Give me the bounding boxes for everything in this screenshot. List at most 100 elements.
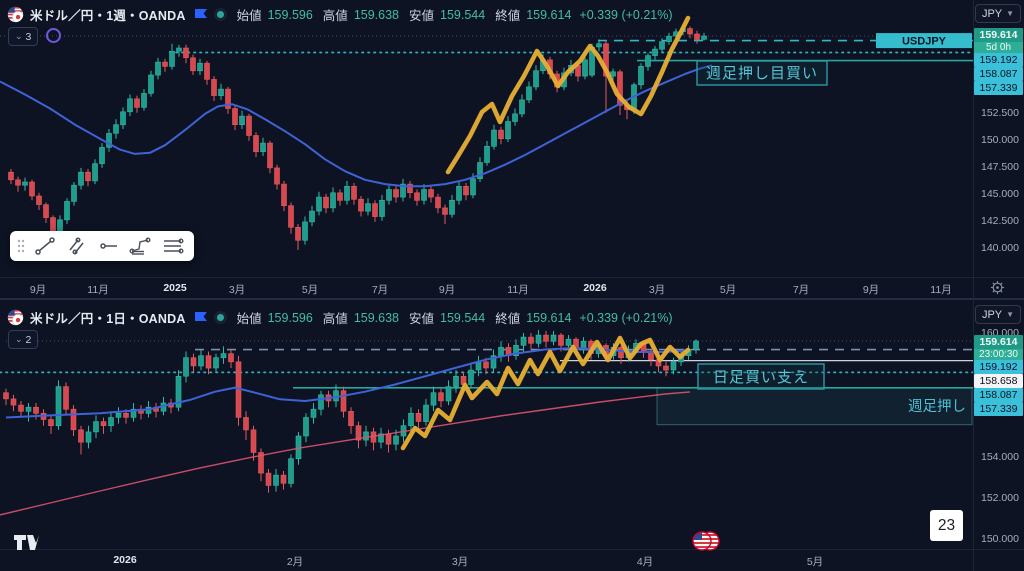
pane-divider[interactable] — [0, 298, 1024, 300]
currency-label: JPY — [981, 7, 1003, 20]
weekly-pullback-zone[interactable] — [656, 387, 973, 426]
price-tick: 145.000 — [981, 187, 1019, 200]
countdown-timer: 5d 0h — [974, 42, 1023, 54]
line-symbol-badge-text: USDJPY — [902, 36, 947, 48]
daily-indicators-collapse-button[interactable]: ⌄ 2 — [8, 330, 39, 349]
high-value: 159.638 — [353, 310, 399, 325]
weekly-pane-header: 米ドル／円・1週・OANDA 始値 159.596 高値 159.638 安値 … — [7, 5, 673, 24]
time-label: 3月 — [648, 284, 666, 296]
hand-drawn-trend-line[interactable] — [445, 15, 691, 175]
time-label: 9月 — [438, 284, 456, 296]
horizontal-ray-tool-icon[interactable] — [94, 233, 124, 259]
weekly-currency-dropdown[interactable]: JPY ▼ — [975, 4, 1021, 23]
short-term-ma-line[interactable] — [5, 347, 691, 419]
change-value: +0.339 (+0.21%) — [579, 310, 673, 325]
hand-drawn-trend-line[interactable] — [400, 335, 691, 451]
time-label: 7月 — [371, 284, 389, 296]
currency-label: JPY — [981, 308, 1003, 321]
price-tick: 147.500 — [981, 160, 1019, 173]
time-label: 2026 — [583, 282, 607, 294]
time-label: 5月 — [806, 556, 824, 568]
market-status-icon[interactable] — [213, 311, 227, 324]
time-label: 2026 — [113, 554, 137, 566]
price-tick: 140.000 — [981, 241, 1019, 254]
candle-series — [8, 25, 707, 250]
daily-pane-header: 米ドル／円・1日・OANDA 始値 159.596 高値 159.638 安値 … — [7, 308, 673, 327]
close-label: 終値 — [495, 9, 521, 23]
axis-separator — [973, 0, 974, 571]
usdjpy-pair-icon — [7, 309, 24, 326]
daily-chart-canvas[interactable]: 週足押し 日足買い支え — [0, 301, 973, 549]
short-term-ma-line[interactable] — [0, 64, 713, 188]
parallel-channel-tool-icon[interactable] — [158, 233, 188, 259]
blue-flag-icon[interactable] — [194, 311, 208, 324]
pane-title: 米ドル／円・1週・OANDA — [30, 9, 186, 23]
indicator-count: 3 — [25, 30, 32, 43]
time-label: 3月 — [451, 556, 469, 568]
calendar-day-value: 23 — [937, 516, 956, 534]
price-badge-157.339: 157.339 — [974, 402, 1023, 416]
price-badge-158.658: 158.658 — [974, 374, 1023, 388]
time-label: 4月 — [636, 556, 654, 568]
price-badge-157.339: 157.339 — [974, 81, 1023, 95]
price-badge-159.614: 159.614 5d 0h — [974, 28, 1023, 54]
countdown-timer: 23:00:30 — [974, 349, 1023, 361]
high-value: 159.638 — [353, 7, 399, 22]
high-label: 高値 — [322, 312, 348, 326]
time-label: 5月 — [301, 284, 319, 296]
annotation-callout-box[interactable] — [696, 60, 828, 86]
annotation-callout-box[interactable] — [697, 363, 825, 390]
annotation-weekly-pullback: 週足押し — [908, 398, 966, 415]
price-tick: 152.000 — [981, 491, 1019, 504]
annotation-callout-text: 日足買い支え — [713, 369, 809, 386]
usdjpy-pair-icon — [7, 6, 24, 23]
calendar-day-marker[interactable]: 23 — [930, 510, 963, 541]
market-status-icon[interactable] — [213, 8, 227, 21]
gear-icon[interactable] — [990, 280, 1005, 300]
close-value: 159.614 — [526, 310, 572, 325]
annotation-callout-text: 週足押し目買い — [706, 65, 818, 82]
price-tick: 142.500 — [981, 214, 1019, 227]
pane-title: 米ドル／円・1日・OANDA — [30, 312, 186, 326]
daily-currency-dropdown[interactable]: JPY ▼ — [975, 305, 1021, 324]
close-value: 159.614 — [526, 7, 572, 22]
blue-flag-icon[interactable] — [194, 8, 208, 21]
time-label: 9月 — [29, 284, 47, 296]
low-label: 安値 — [409, 312, 435, 326]
low-value: 159.544 — [440, 7, 486, 22]
long-term-ma-line[interactable] — [0, 391, 691, 516]
low-label: 安値 — [409, 9, 435, 23]
line-symbol-badge — [876, 33, 972, 49]
price-axis[interactable]: JPY ▼ JPY ▼ 160.000152.500150.000147.500… — [973, 0, 1024, 571]
chevron-down-icon: ⌄ — [15, 334, 23, 344]
multi-trend-tool-icon[interactable] — [62, 233, 92, 259]
candle-series — [3, 329, 699, 493]
drawing-anchor-point[interactable] — [46, 28, 61, 43]
low-value: 159.544 — [440, 310, 486, 325]
time-label: 9月 — [862, 284, 880, 296]
time-label: 2月 — [286, 556, 304, 568]
daily-time-axis[interactable]: 2026 2月 3月 4月 5月 — [0, 549, 1024, 571]
trend-line-tool-icon[interactable] — [30, 233, 60, 259]
time-label: 11月 — [930, 284, 952, 296]
toolbar-drag-handle-icon[interactable] — [14, 233, 28, 259]
weekly-time-axis[interactable]: 9月 11月 2025 3月 5月 7月 9月 11月 2026 3月 5月 7月 9月 11月 — [0, 277, 1024, 299]
open-label: 始値 — [236, 312, 262, 326]
chevron-down-icon: ▼ — [1006, 9, 1015, 18]
price-tick: 154.000 — [981, 450, 1019, 463]
open-label: 始値 — [236, 9, 262, 23]
time-label: 7月 — [792, 284, 810, 296]
polyline-tool-icon[interactable] — [126, 233, 156, 259]
time-label: 11月 — [507, 284, 529, 296]
time-label: 11月 — [87, 284, 109, 296]
economic-event-flag-icon[interactable] — [691, 529, 721, 558]
tradingview-logo[interactable] — [13, 533, 43, 557]
chevron-down-icon: ▼ — [1006, 310, 1015, 319]
weekly-indicators-collapse-button[interactable]: ⌄ 3 — [8, 27, 39, 46]
price-tick: 152.500 — [981, 106, 1019, 119]
time-label: 2025 — [163, 282, 187, 294]
price-badge-158.087: 158.087 — [974, 67, 1023, 81]
weekly-chart-canvas[interactable]: USDJPY 週足押し目買い — [0, 0, 973, 277]
open-value: 159.596 — [267, 310, 313, 325]
